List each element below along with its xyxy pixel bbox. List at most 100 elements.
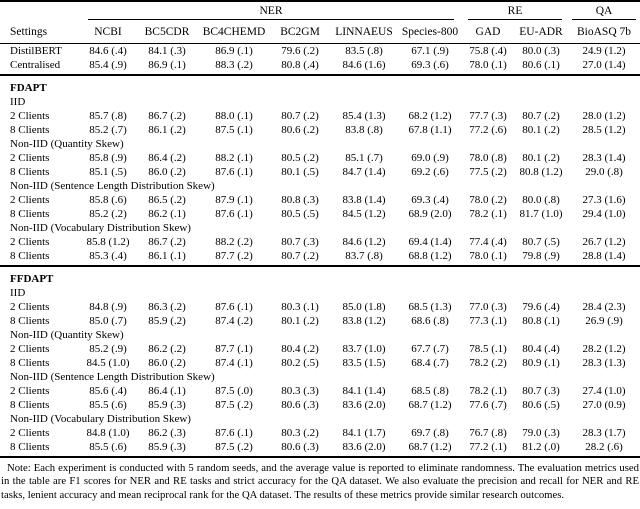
cell-value: 83.7 (.8)	[330, 249, 398, 267]
cell-value: 87.6 (.1)	[215, 301, 253, 313]
row-label: 8 Clients	[10, 315, 50, 327]
cell-value: 28.3 (1.7)	[582, 427, 626, 439]
group-header-qa: QA	[568, 1, 640, 20]
cell-value: 85.4 (1.3)	[342, 110, 386, 122]
cell-value: 87.6 (.1)	[215, 166, 253, 178]
row-label: DistilBERT	[10, 45, 62, 57]
cell-value: 85.4 (.9)	[80, 58, 136, 76]
cell-value: 80.1 (.2)	[281, 315, 319, 327]
cell-value: 87.7 (.2)	[198, 249, 270, 267]
cell-value: 86.5 (.2)	[148, 194, 186, 206]
cell-value: 80.5 (.2)	[281, 152, 319, 164]
cell-value: 85.9 (.3)	[148, 399, 186, 411]
subsection-title-row: Non-IID (Quantity Skew)	[0, 137, 640, 151]
subsection-title-label: Non-IID (Sentence Length Distribution Sk…	[10, 371, 215, 383]
cell-value: 87.4 (.2)	[215, 315, 253, 327]
cell-value: 85.9 (.3)	[136, 440, 198, 458]
group-header-re: RE	[462, 1, 568, 20]
table-row: 2 Clients 85.8 (1.2) 86.7 (.2) 88.2 (.2) 80.…	[0, 235, 640, 249]
row-label: 8 Clients	[0, 440, 80, 458]
row-label: 2 Clients	[10, 427, 50, 439]
cell-value: 80.6 (.5)	[522, 399, 560, 411]
cell-value: 84.1 (1.7)	[342, 427, 386, 439]
cell-value: 80.6 (.3)	[270, 440, 330, 458]
table-row: 8 Clients 85.5 (.6) 85.9 (.3) 87.5 (.2) 80.6…	[0, 398, 640, 412]
cell-value: 83.8 (.8)	[345, 124, 383, 136]
cell-value: 78.2 (.2)	[469, 357, 507, 369]
cell-value: 77.3 (.1)	[469, 315, 507, 327]
table-row: 2 Clients 85.7 (.8) 86.7 (.2) 88.0 (.1) 80.7…	[0, 109, 640, 123]
subsection-title-row: Non-IID (Quantity Skew)	[0, 328, 640, 342]
cell-value: 85.6 (.4)	[89, 385, 127, 397]
cell-value: 80.6 (.1)	[514, 58, 569, 76]
cell-value: 28.3 (1.3)	[582, 357, 626, 369]
cell-value: 77.2 (.1)	[462, 440, 514, 458]
cell-value: 81.7 (1.0)	[519, 208, 563, 220]
cell-value: 86.4 (.2)	[148, 152, 186, 164]
cell-value: 85.0 (.7)	[89, 315, 127, 327]
table-row: Centralised 85.4 (.9) 86.9 (.1) 88.3 (.2) 80…	[0, 58, 640, 76]
cell-value: 77.7 (.3)	[469, 110, 507, 122]
row-label: 2 Clients	[10, 385, 50, 397]
cell-value: 78.2 (.1)	[469, 385, 507, 397]
column-header-bc2gm: BC2GM	[270, 20, 330, 44]
cell-value: 28.8 (1.4)	[568, 249, 640, 267]
cell-value: 68.8 (1.2)	[398, 249, 462, 267]
cell-value: 83.8 (1.4)	[342, 194, 386, 206]
cell-value: 80.6 (.2)	[281, 124, 319, 136]
cell-value: 79.6 (.4)	[522, 301, 560, 313]
subsection-title-row: IID	[0, 95, 640, 109]
cell-value: 80.3 (.2)	[281, 427, 319, 439]
cell-value: 80.1 (.5)	[281, 166, 319, 178]
table-row: 8 Clients 84.5 (1.0) 86.0 (.2) 87.4 (.1) 80.…	[0, 356, 640, 370]
cell-value: 87.9 (.1)	[215, 194, 253, 206]
group-header-label: NER	[88, 4, 454, 20]
cell-value: 83.7 (1.0)	[342, 343, 386, 355]
subsection-title-row: IID	[0, 286, 640, 300]
cell-value: 86.3 (.2)	[148, 301, 186, 313]
cell-value: 68.4 (.7)	[411, 357, 449, 369]
cell-value: 68.7 (1.2)	[398, 440, 462, 458]
cell-value: 27.0 (1.4)	[568, 58, 640, 76]
cell-value: 67.1 (.9)	[411, 45, 449, 57]
cell-value: 79.0 (.3)	[522, 427, 560, 439]
cell-value: 85.1 (.5)	[89, 166, 127, 178]
cell-value: 80.1 (.2)	[522, 124, 560, 136]
row-label: 8 Clients	[10, 166, 50, 178]
cell-value: 68.5 (.8)	[411, 385, 449, 397]
cell-value: 85.2 (.9)	[89, 343, 127, 355]
cell-value: 80.3 (.1)	[281, 301, 319, 313]
cell-value: 86.9 (.1)	[136, 58, 198, 76]
cell-value: 87.6 (.1)	[215, 208, 253, 220]
cell-value: 86.2 (.3)	[148, 427, 186, 439]
cell-value: 28.3 (1.4)	[582, 152, 626, 164]
cell-value: 80.3 (.3)	[281, 385, 319, 397]
cell-value: 84.8 (.9)	[89, 301, 127, 313]
cell-value: 86.1 (.1)	[136, 249, 198, 267]
cell-value: 86.7 (.2)	[148, 236, 186, 248]
cell-value: 88.0 (.1)	[215, 110, 253, 122]
group-header-ner: NER	[80, 1, 462, 20]
table-header: NER RE QA Settings NCBI BC5CDR BC4CHEMD BC2GM LI…	[0, 1, 640, 44]
cell-value: 26.9 (.9)	[585, 315, 623, 327]
cell-value: 84.8 (1.0)	[86, 427, 130, 439]
cell-value: 86.9 (.1)	[215, 45, 253, 57]
cell-value: 87.5 (.2)	[215, 399, 253, 411]
cell-value: 78.2 (.1)	[469, 208, 507, 220]
cell-value: 78.0 (.1)	[462, 249, 514, 267]
cell-value: 77.5 (.2)	[469, 166, 507, 178]
column-header-row: Settings NCBI BC5CDR BC4CHEMD BC2GM LINNAEUS S…	[0, 20, 640, 44]
cell-value: 86.4 (.1)	[148, 385, 186, 397]
cell-value: 68.6 (.8)	[411, 315, 449, 327]
subsection-title-label: IID	[10, 287, 26, 299]
subsection-title-row: Non-IID (Vocabulary Distribution Skew)	[0, 412, 640, 426]
cell-value: 80.8 (1.2)	[519, 166, 563, 178]
cell-value: 85.8 (1.2)	[86, 236, 130, 248]
cell-value: 76.7 (.8)	[469, 427, 507, 439]
column-header-species-800: Species-800	[398, 20, 462, 44]
column-header-bc5cdr: BC5CDR	[136, 20, 198, 44]
row-label: 2 Clients	[10, 236, 50, 248]
cell-value: 85.2 (.7)	[89, 124, 127, 136]
subsection-title-label: Non-IID (Quantity Skew)	[10, 138, 124, 150]
